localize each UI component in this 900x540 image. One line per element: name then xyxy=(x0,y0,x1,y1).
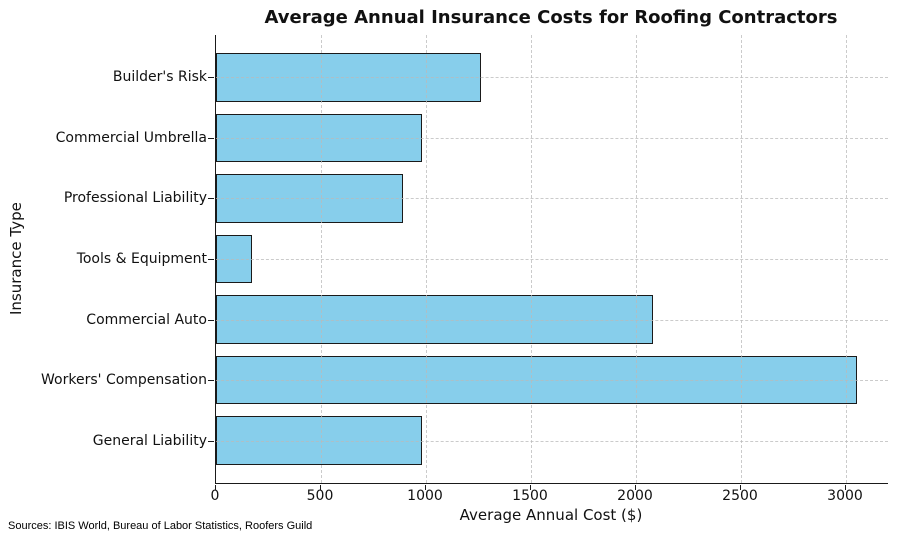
bar-builder-s-risk xyxy=(216,53,481,102)
y-tick-label: Tools & Equipment xyxy=(76,251,207,267)
x-tick-label: 1000 xyxy=(407,488,443,504)
gridline-y xyxy=(216,198,888,200)
gridline-y xyxy=(216,380,888,382)
x-tick-mark xyxy=(320,484,321,490)
y-tick-label: Commercial Auto xyxy=(86,311,207,328)
y-tick-label: Professional Liability xyxy=(63,190,207,207)
x-tick-mark xyxy=(740,484,741,490)
y-tick-mark xyxy=(208,259,214,260)
y-tick-label: General Liability xyxy=(92,432,207,449)
chart-title: Average Annual Insurance Costs for Roofi… xyxy=(264,7,838,28)
sources-note: Sources: IBIS World, Bureau of Labor Sta… xyxy=(8,520,313,532)
gridline-y xyxy=(216,77,888,79)
y-tick-mark xyxy=(208,137,214,139)
x-tick-mark xyxy=(530,484,531,490)
bar-general-liability xyxy=(216,416,422,465)
x-tick-label: 2500 xyxy=(722,488,758,504)
y-tick-mark xyxy=(208,440,214,442)
x-tick-mark xyxy=(425,484,426,490)
x-tick-label: 500 xyxy=(306,488,334,504)
y-tick-label: Builder's Risk xyxy=(112,69,207,86)
y-tick-label: Workers' Compensation xyxy=(41,372,207,389)
gridline-y xyxy=(216,440,888,442)
x-tick-label: 1500 xyxy=(512,488,548,504)
gridline-y xyxy=(216,137,888,139)
bar-professional-liability xyxy=(216,174,403,223)
bar-commercial-umbrella xyxy=(216,113,422,163)
y-tick-mark xyxy=(208,319,214,321)
x-axis-label: Average Annual Cost ($) xyxy=(459,506,643,524)
bar-workers-compensation xyxy=(216,355,857,405)
bar-tools-equipment xyxy=(216,234,252,284)
x-tick-label: 3000 xyxy=(827,488,863,504)
y-tick-mark xyxy=(208,198,214,200)
y-tick-mark xyxy=(208,77,214,79)
x-tick-mark xyxy=(845,484,846,490)
x-tick-mark xyxy=(215,484,216,490)
x-tick-label: 0 xyxy=(210,488,220,504)
gridline-y xyxy=(216,259,888,260)
x-tick-mark xyxy=(635,484,636,490)
x-tick-label: 2000 xyxy=(617,488,653,504)
gridline-y xyxy=(216,319,888,321)
bar-commercial-auto xyxy=(216,295,653,344)
plot-area xyxy=(215,35,888,484)
y-axis-label: Insurance Type xyxy=(7,202,25,316)
y-tick-mark xyxy=(208,380,214,382)
y-tick-label: Commercial Umbrella xyxy=(55,129,207,146)
